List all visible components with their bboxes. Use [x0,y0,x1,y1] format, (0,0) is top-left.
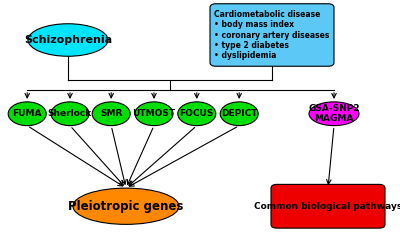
FancyBboxPatch shape [271,184,385,228]
Text: FUMA: FUMA [12,109,42,118]
Text: Common biological pathways: Common biological pathways [254,202,400,211]
Text: Sherlock: Sherlock [48,109,92,118]
Ellipse shape [178,102,216,126]
Text: FOCUS: FOCUS [180,109,214,118]
Ellipse shape [135,102,173,126]
Text: SMR: SMR [100,109,122,118]
Ellipse shape [73,188,179,224]
Ellipse shape [8,102,46,126]
Text: UTMOST: UTMOST [132,109,176,118]
Text: Schizophrenia: Schizophrenia [24,35,112,45]
Ellipse shape [309,102,359,126]
Text: DEPICT: DEPICT [221,109,258,118]
FancyBboxPatch shape [210,4,334,66]
Ellipse shape [51,102,89,126]
Ellipse shape [220,102,258,126]
Text: Pleiotropic genes: Pleiotropic genes [68,200,184,213]
Text: Cardiometabolic disease
• body mass index
• coronary artery diseases
• type 2 di: Cardiometabolic disease • body mass inde… [214,10,330,60]
Ellipse shape [92,102,130,126]
Ellipse shape [28,24,108,56]
Text: GSA-SNP2
MAGMA: GSA-SNP2 MAGMA [308,104,360,124]
